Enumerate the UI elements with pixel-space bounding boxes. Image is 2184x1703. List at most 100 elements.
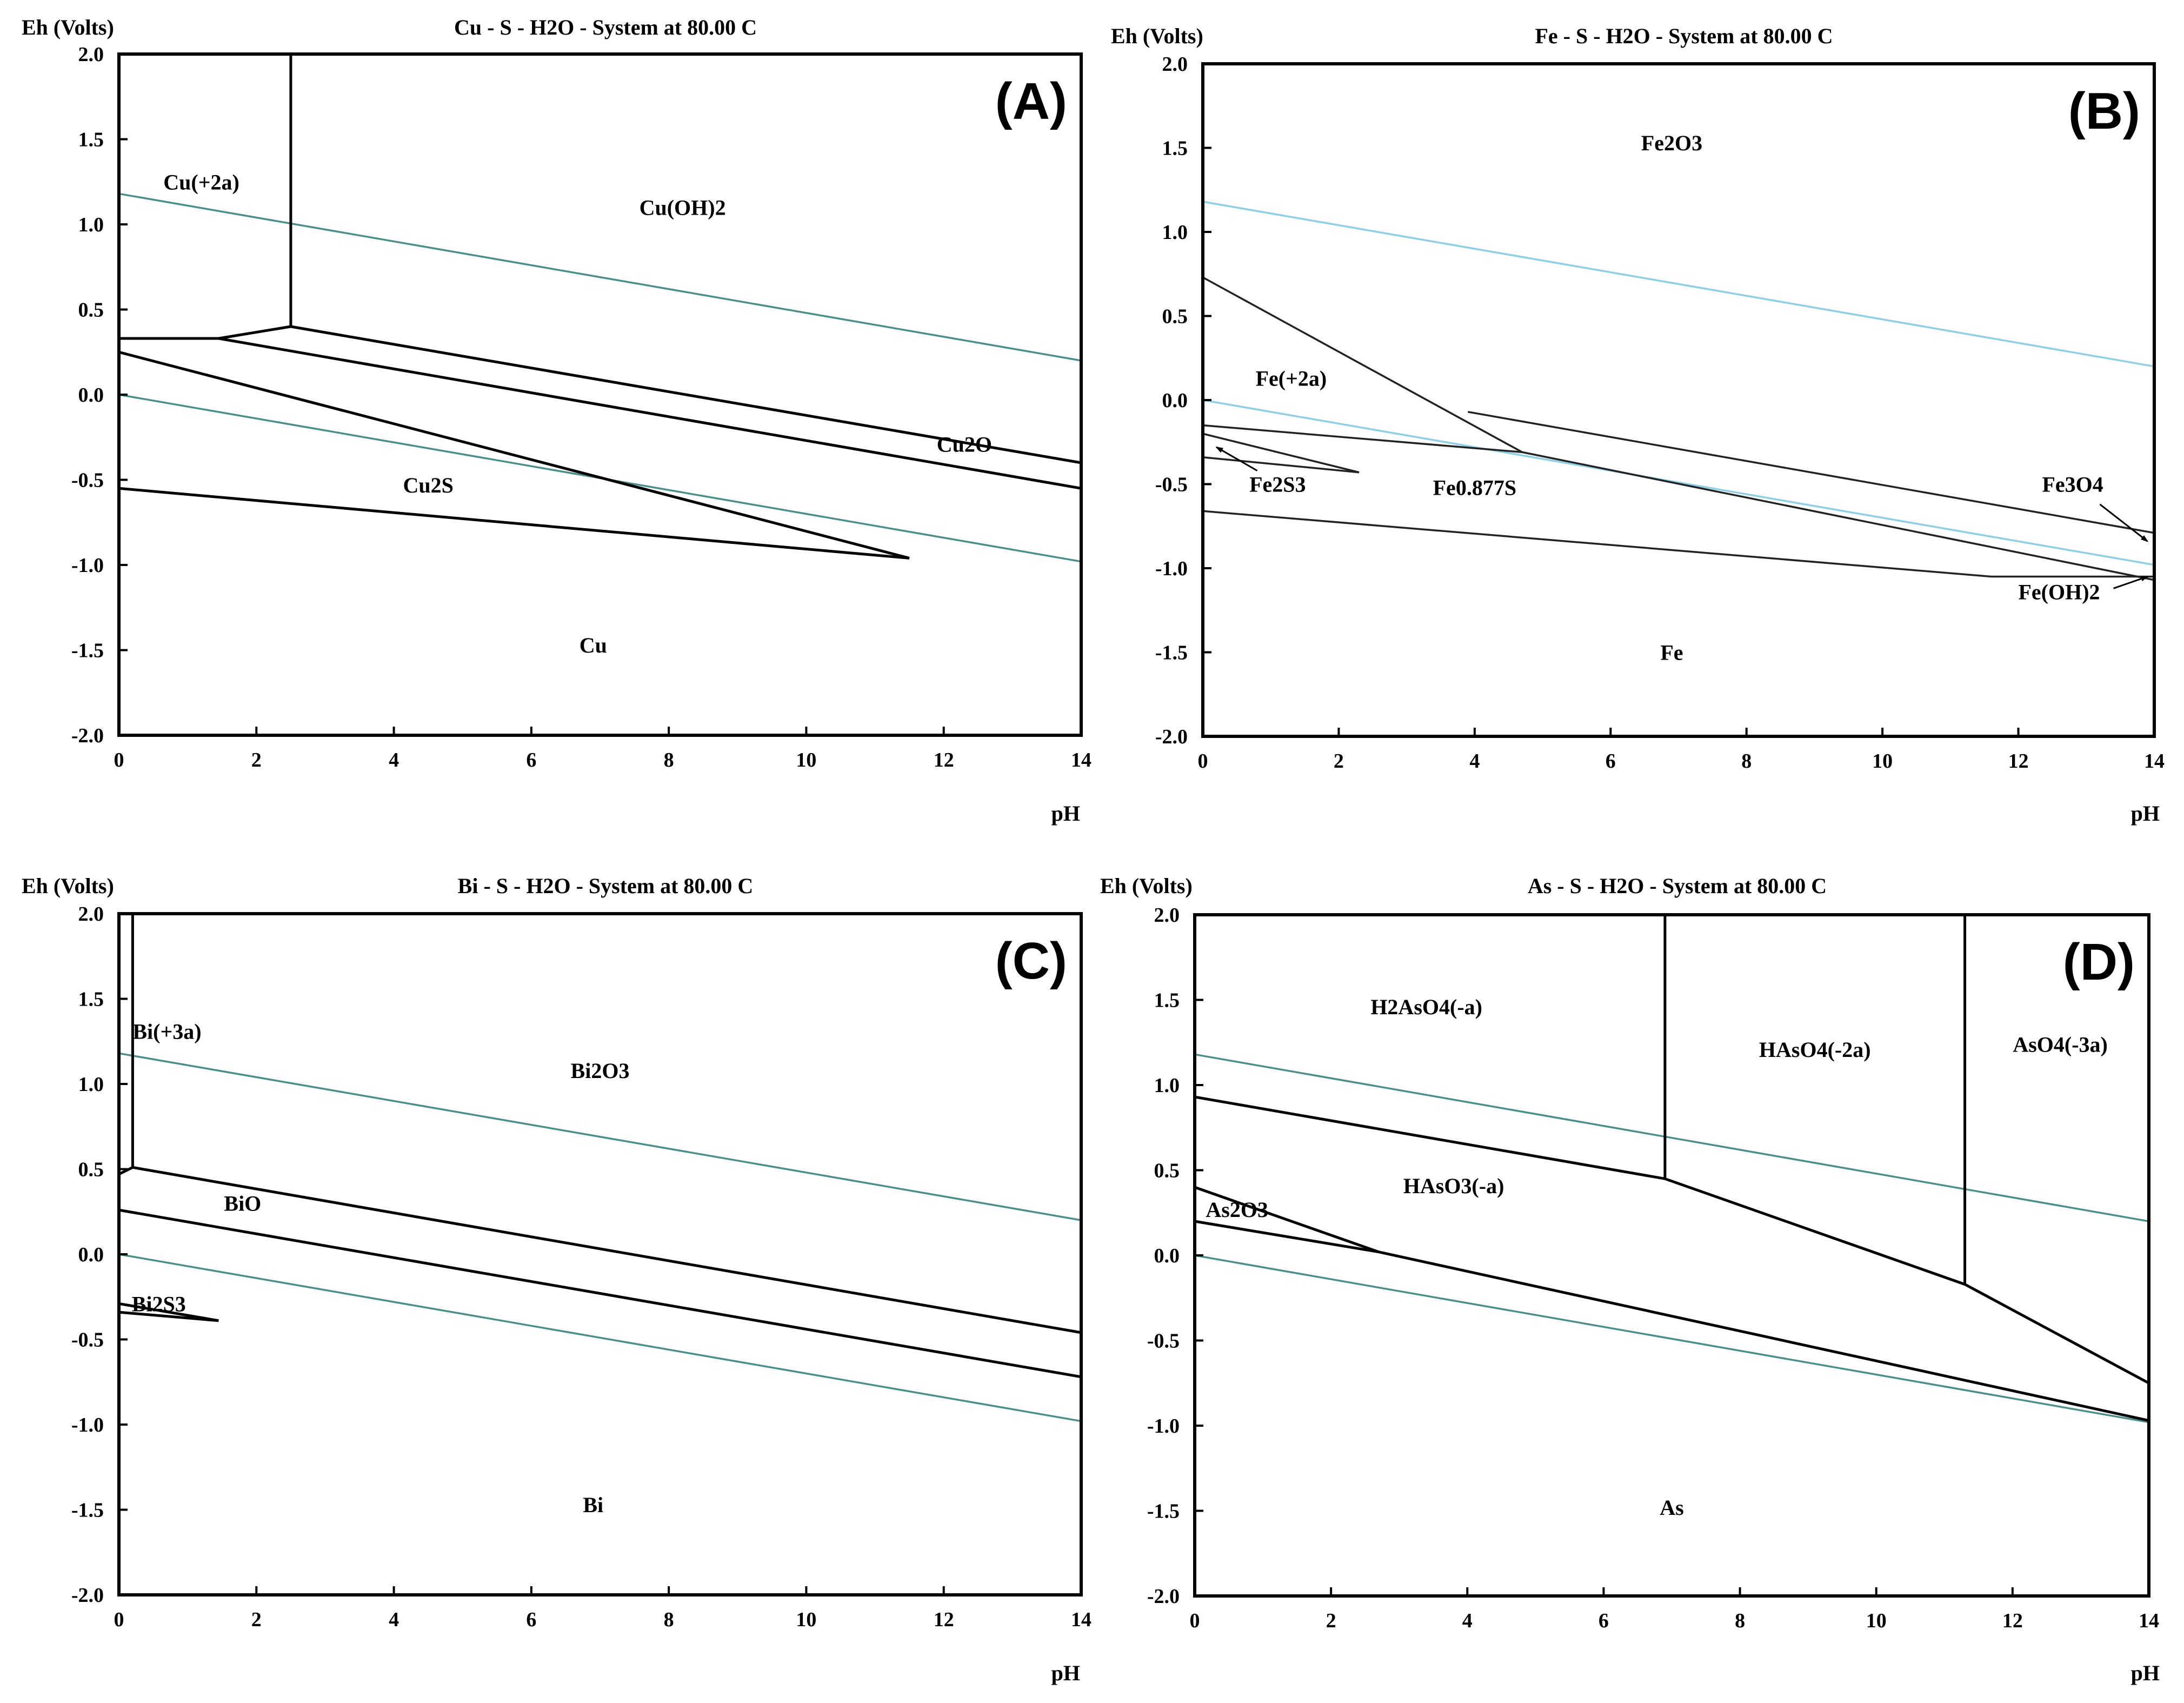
phase-region-label: Cu2S	[403, 473, 453, 497]
x-tick-label: 2	[251, 1608, 262, 1631]
plot-frame	[1201, 62, 2156, 738]
y-tick-label: 0.5	[1154, 1160, 1180, 1182]
x-tick-label: 10	[796, 749, 816, 771]
y-tick-label: -0.5	[71, 469, 104, 492]
annotation-arrow	[2099, 503, 2149, 542]
y-axis-label: Eh (Volts)	[22, 15, 114, 39]
phase-boundary-line	[1467, 411, 2155, 534]
x-tick-label: 8	[1741, 750, 1752, 773]
y-tick-label: 1.5	[78, 129, 104, 151]
x-tick-label: 4	[389, 1608, 399, 1631]
water-stability-line	[1202, 399, 2155, 566]
y-tick-label: 1.0	[78, 1073, 104, 1096]
phase-boundary-line	[118, 350, 910, 560]
x-axis-label: pH	[2131, 801, 2160, 826]
phase-boundary-line	[1194, 1220, 2149, 1422]
y-tick-label: 0.0	[78, 384, 104, 407]
x-tick-label: 12	[2008, 750, 2029, 773]
y-axis-label: Eh (Volts)	[22, 874, 114, 898]
x-tick-label: 12	[934, 749, 954, 771]
phase-boundary-line	[218, 337, 1082, 490]
phase-region-label: Fe(+2a)	[1256, 367, 1327, 391]
panel-tag: (A)	[995, 72, 1067, 130]
annotation-arrow	[2113, 576, 2149, 589]
y-tick-label: 2.0	[1154, 904, 1180, 927]
x-tick-label: 14	[2144, 750, 2165, 773]
phase-region-label: Fe(OH)2	[2018, 580, 2100, 604]
x-tick-label: 10	[1866, 1609, 1887, 1632]
x-tick-label: 4	[1462, 1609, 1473, 1632]
y-tick-label: 1.0	[78, 214, 104, 236]
phase-boundary-line	[1194, 1186, 1380, 1254]
x-tick-label: 8	[1735, 1609, 1745, 1632]
y-tick-label: 0.5	[1162, 305, 1188, 328]
chart-panel-b: Fe - S - H2O - System at 80.00 C Eh (Volt…	[1111, 24, 2165, 826]
annotation-arrow	[1215, 446, 1258, 471]
y-tick-label: 0.0	[1154, 1245, 1180, 1267]
y-tick-label: -1.5	[1147, 1500, 1180, 1523]
water-stability-line	[118, 1253, 1082, 1422]
y-tick-label: -1.0	[1155, 557, 1188, 580]
phase-boundary-line	[1202, 433, 1360, 474]
x-tick-label: 0	[114, 749, 124, 771]
y-tick-label: -1.5	[71, 1499, 104, 1522]
phase-boundary-line	[118, 1208, 1082, 1379]
y-tick-label: 1.5	[78, 988, 104, 1011]
x-tick-label: 6	[526, 1608, 536, 1631]
x-tick-label: 6	[526, 749, 536, 771]
x-axis-label: pH	[1051, 1661, 1080, 1685]
phase-region-label: BiO	[224, 1192, 261, 1216]
x-tick-label: 4	[1469, 750, 1480, 773]
y-tick-label: 1.0	[1154, 1074, 1180, 1097]
phase-boundary-line	[119, 325, 1082, 464]
x-tick-label: 14	[2139, 1609, 2159, 1632]
panel-tag: (B)	[2068, 82, 2140, 140]
phase-region-label: Fe3O4	[2042, 473, 2103, 497]
water-stability-line	[1194, 1254, 2149, 1423]
phase-boundary-line	[1202, 510, 2154, 578]
phase-region-label: Bi2O3	[571, 1059, 630, 1083]
phase-boundary-line	[1194, 1095, 2150, 1385]
x-axis-label: pH	[2131, 1661, 2160, 1685]
x-tick-label: 10	[1872, 750, 1893, 773]
x-tick-label: 8	[664, 1608, 674, 1631]
y-tick-label: 2.0	[78, 43, 104, 66]
panel-tag: (D)	[2063, 933, 2135, 991]
phase-region-label: Bi	[583, 1493, 603, 1517]
y-tick-label: 1.0	[1162, 221, 1188, 244]
phase-region-label: As	[1660, 1495, 1683, 1520]
plot-frame	[1193, 913, 2150, 1598]
phase-region-label: Cu	[580, 633, 607, 657]
phase-region-label: HAsO3(-a)	[1403, 1174, 1504, 1198]
chart-panel-c: Bi - S - H2O - System at 80.00 C Eh (Volt…	[22, 874, 1091, 1685]
y-tick-label: -0.5	[71, 1329, 104, 1352]
y-tick-label: 0.5	[78, 299, 104, 322]
y-tick-label: -0.5	[1147, 1330, 1180, 1353]
panel-tag: (C)	[995, 932, 1067, 990]
phase-region-label: Fe2S3	[1249, 473, 1306, 497]
phase-boundary-line	[1202, 276, 1523, 453]
x-tick-label: 0	[1198, 750, 1208, 773]
y-tick-label: 0.0	[1162, 389, 1188, 412]
y-tick-label: -1.0	[1147, 1415, 1180, 1438]
phase-region-label: Cu(OH)2	[640, 196, 726, 220]
water-stability-line	[118, 1052, 1082, 1221]
y-tick-label: -1.0	[71, 1414, 104, 1436]
x-tick-label: 0	[114, 1608, 124, 1631]
x-tick-label: 12	[934, 1608, 954, 1631]
x-tick-label: 14	[1071, 1608, 1091, 1631]
y-tick-label: -1.5	[1155, 642, 1188, 664]
x-tick-label: 8	[664, 749, 674, 771]
x-tick-label: 4	[389, 749, 399, 771]
chart-title: Fe - S - H2O - System at 80.00 C	[1535, 24, 1833, 48]
x-axis-label: pH	[1051, 801, 1080, 826]
phase-boundary-line	[1202, 424, 2155, 581]
phase-boundary-line	[118, 1166, 1082, 1334]
y-tick-label: -2.0	[71, 724, 104, 747]
water-stability-line	[1202, 201, 2155, 368]
x-tick-label: 0	[1190, 1609, 1200, 1632]
phase-region-label: As2O3	[1206, 1198, 1268, 1222]
water-stability-line	[118, 192, 1082, 362]
chart-title: Bi - S - H2O - System at 80.00 C	[458, 874, 754, 898]
